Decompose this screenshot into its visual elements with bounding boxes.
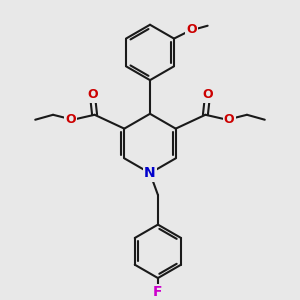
Text: O: O <box>65 113 76 126</box>
Text: N: N <box>144 166 156 180</box>
Text: O: O <box>202 88 213 101</box>
Text: O: O <box>187 23 197 36</box>
Text: F: F <box>153 285 163 299</box>
Text: O: O <box>87 88 98 101</box>
Text: O: O <box>224 113 235 126</box>
